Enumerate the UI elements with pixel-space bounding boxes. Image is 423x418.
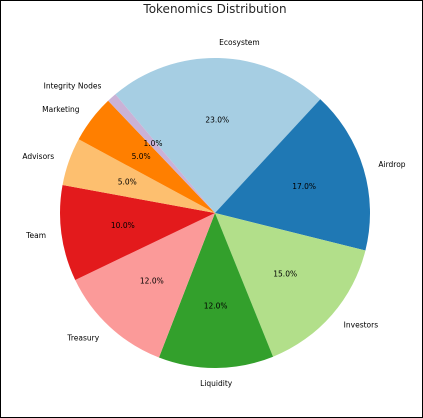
pie-category-label-airdrop: Airdrop <box>378 160 405 169</box>
pie-pct-label-team: 10.0% <box>111 221 135 230</box>
pie-pct-label-treasury: 12.0% <box>140 277 164 286</box>
pie-category-label-liquidity: Liquidity <box>200 379 233 388</box>
pie-slice-team <box>60 185 215 280</box>
pie-slice-marketing <box>78 100 216 213</box>
pie-category-label-team: Team <box>25 231 46 240</box>
pie-pct-label-marketing: 5.0% <box>132 152 151 161</box>
pie-category-label-marketing: Marketing <box>42 105 80 114</box>
pie-pct-label-airdrop: 17.0% <box>292 182 316 191</box>
pie-pct-label-investors: 15.0% <box>273 270 297 279</box>
pie-slice-treasury <box>75 213 215 358</box>
pie-slice-liquidity <box>158 213 274 368</box>
pie-slice-integrity-nodes <box>108 94 215 213</box>
pie-slice-investors <box>215 213 366 357</box>
pie-slices <box>60 57 371 368</box>
pie-category-label-ecosystem: Ecosystem <box>219 38 260 47</box>
percent-labels: 23.0% 17.0% 15.0% 12.0% 12.0% 10.0% 5.0% 5.0% 1.… <box>111 116 316 311</box>
pie-category-label-integrity-nodes: Integrity Nodes <box>44 81 102 90</box>
chart-title: Tokenomics Distribution <box>142 2 286 16</box>
pie-slice-ecosystem <box>115 57 321 213</box>
pie-category-label-advisors: Advisors <box>22 152 54 161</box>
pie-category-label-treasury: Treasury <box>66 334 99 343</box>
pie-category-label-investors: Investors <box>344 320 379 329</box>
pie-pct-label-integrity-nodes: 1.0% <box>143 139 162 148</box>
pie-slice-airdrop <box>215 99 371 251</box>
pie-pct-label-liquidity: 12.0% <box>204 302 228 311</box>
pie-slice-advisors <box>62 139 215 213</box>
pie-pct-label-advisors: 5.0% <box>118 178 137 187</box>
pie-pct-label-ecosystem: 23.0% <box>205 116 229 125</box>
category-labels: Ecosystem Airdrop Investors Liquidity Treasu… <box>22 38 405 388</box>
